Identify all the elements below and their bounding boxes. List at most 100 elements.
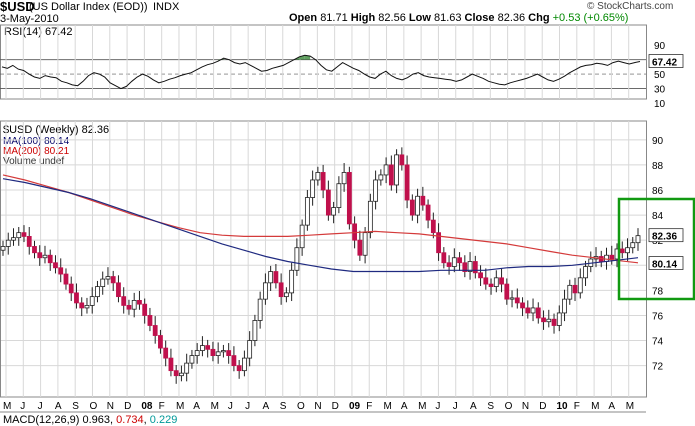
- candle-body: [189, 355, 195, 364]
- x-tick-label: A: [262, 401, 269, 412]
- price-badge-box: [648, 228, 684, 243]
- x-tick-label: D: [539, 401, 546, 412]
- rsi-badge-box: [648, 54, 684, 68]
- candle-body: [446, 262, 452, 267]
- candle-body: [242, 357, 247, 372]
- close-label: Close: [464, 12, 495, 24]
- candle-body: [163, 347, 169, 359]
- x-tick-label: S: [72, 401, 79, 412]
- candle-body: [572, 284, 578, 294]
- price-tick-label: 90: [652, 136, 664, 147]
- x-tick-label: M: [3, 401, 11, 412]
- rsi-badge: 67.42: [652, 58, 677, 69]
- candle-body: [320, 172, 326, 191]
- open-label: Open: [289, 12, 318, 24]
- candle-body: [236, 365, 242, 372]
- candle-body: [415, 195, 420, 216]
- candle-body: [95, 286, 100, 298]
- candle-body: [173, 370, 179, 377]
- candle-body: [441, 252, 447, 264]
- candle-body: [436, 232, 441, 254]
- candle-body: [567, 284, 573, 300]
- candle-body: [32, 246, 37, 254]
- candle-body: [467, 261, 473, 272]
- candle-body: [409, 199, 415, 216]
- candle-body: [252, 320, 258, 341]
- candle-body: [294, 247, 300, 271]
- candle-body: [137, 299, 142, 305]
- candle-body: [315, 172, 321, 181]
- candle-body: [121, 296, 127, 306]
- candle-body: [268, 271, 274, 284]
- candle-body: [105, 276, 111, 280]
- rsi-tick-label: 30: [654, 85, 666, 96]
- price-tick-label: 86: [652, 186, 664, 197]
- candle-body: [200, 345, 205, 351]
- candle-body: [630, 242, 636, 249]
- price-tick-label: 88: [652, 161, 664, 172]
- candle-body: [367, 200, 373, 234]
- rsi-tick-label: 10: [654, 99, 666, 110]
- candle-body: [388, 164, 394, 186]
- candle-body: [430, 219, 436, 234]
- x-tick-label: J: [453, 401, 458, 412]
- macd-label: MACD(12,26,9): [3, 414, 80, 426]
- candle-body: [546, 318, 552, 323]
- open-value: 81.71: [320, 12, 348, 24]
- instrument-name: (US Dollar Index (EOD)): [29, 1, 148, 13]
- x-tick-label: M: [211, 401, 219, 412]
- candle-body: [504, 283, 510, 300]
- candle-body: [514, 297, 520, 304]
- chg-value: +0.53 (+0.65%): [552, 12, 629, 24]
- candle-body: [184, 362, 190, 374]
- candle-body: [635, 235, 641, 244]
- legend-volume: Volume undef: [3, 156, 65, 167]
- rsi-overbought-fill: [299, 55, 305, 60]
- candle-body: [541, 317, 546, 323]
- candle-body: [53, 262, 58, 269]
- x-tick-label: F: [574, 401, 580, 412]
- candle-body: [194, 350, 200, 356]
- price-tick-label: 78: [652, 286, 664, 297]
- candle-body: [0, 246, 6, 251]
- candle-body: [42, 254, 48, 259]
- candle-body: [179, 372, 184, 377]
- candle-body: [325, 189, 331, 216]
- x-tick-label: 08: [141, 401, 153, 412]
- candle-body: [68, 283, 74, 294]
- candle-body: [168, 357, 174, 372]
- x-tick-label: J: [228, 401, 233, 412]
- ticker-symbol: $USD: [0, 0, 35, 14]
- x-tick-label: O: [297, 401, 305, 412]
- candle-body: [499, 277, 504, 285]
- candle-body: [74, 292, 79, 304]
- candle-body: [63, 273, 69, 285]
- rsi-overbought-fill: [304, 55, 311, 60]
- ohlc-quote: Open 81.71 High 82.56 Low 81.63 Close 82…: [289, 12, 628, 24]
- candle-body: [583, 266, 588, 279]
- candle-body: [373, 179, 379, 202]
- candle-body: [126, 305, 132, 310]
- candle-body: [226, 350, 232, 356]
- candle-body: [210, 348, 216, 356]
- candle-body: [152, 325, 158, 336]
- candle-body: [310, 179, 316, 198]
- close-value: 82.36: [497, 12, 526, 24]
- candle-body: [158, 335, 163, 349]
- candle-body: [488, 283, 494, 288]
- candle-body: [21, 232, 27, 237]
- ma-badge: 80.14: [652, 260, 677, 271]
- candle-body: [304, 197, 310, 226]
- x-tick-label: N: [522, 401, 529, 412]
- candle-body: [341, 172, 347, 185]
- candle-body: [331, 207, 337, 216]
- candle-body: [394, 154, 399, 186]
- candle-body: [457, 257, 462, 264]
- macd-title: MACD(12,26,9) 0.963, 0.734, 0.229: [3, 414, 178, 426]
- legend-ma100: MA(100) 80.14: [3, 136, 70, 147]
- candle-body: [404, 164, 410, 201]
- candle-body: [420, 195, 426, 206]
- x-tick-label: A: [193, 401, 200, 412]
- candle-body: [47, 254, 53, 264]
- candle-body: [221, 350, 226, 353]
